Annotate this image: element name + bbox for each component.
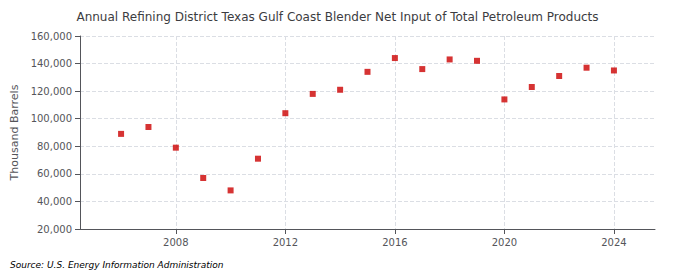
svg-text:100,000: 100,000 [31,113,72,124]
svg-text:20,000: 20,000 [37,224,72,235]
svg-text:40,000: 40,000 [37,196,72,207]
svg-text:Source: U.S. Energy Informatio: Source: U.S. Energy Information Administ… [10,260,224,270]
svg-text:140,000: 140,000 [31,58,72,69]
svg-text:160,000: 160,000 [31,31,72,42]
svg-text:120,000: 120,000 [31,86,72,97]
svg-text:Annual Refining District Texas: Annual Refining District Texas Gulf Coas… [76,10,598,24]
svg-text:60,000: 60,000 [37,168,72,179]
svg-text:2008: 2008 [163,237,188,248]
svg-text:80,000: 80,000 [37,141,72,152]
svg-text:2012: 2012 [273,237,298,248]
svg-text:2020: 2020 [492,237,517,248]
svg-text:2016: 2016 [382,237,407,248]
svg-text:Thousand Barrels: Thousand Barrels [8,84,21,181]
svg-text:2024: 2024 [601,237,626,248]
